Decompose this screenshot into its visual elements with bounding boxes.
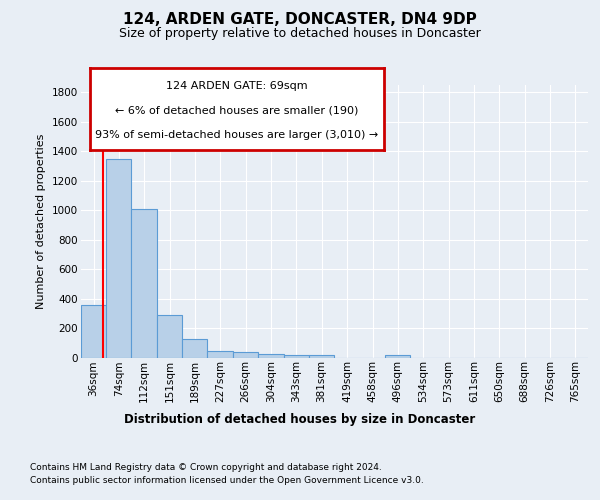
Text: Contains HM Land Registry data © Crown copyright and database right 2024.: Contains HM Land Registry data © Crown c… [30,462,382,471]
Y-axis label: Number of detached properties: Number of detached properties [37,134,46,309]
Text: Contains public sector information licensed under the Open Government Licence v3: Contains public sector information licen… [30,476,424,485]
Bar [385,354,410,358]
Bar [258,354,284,358]
Bar [182,339,207,357]
Bar [207,352,233,358]
Text: Distribution of detached houses by size in Doncaster: Distribution of detached houses by size … [124,412,476,426]
Text: Size of property relative to detached houses in Doncaster: Size of property relative to detached ho… [119,28,481,40]
Text: 124, ARDEN GATE, DONCASTER, DN4 9DP: 124, ARDEN GATE, DONCASTER, DN4 9DP [123,12,477,28]
Text: 93% of semi-detached houses are larger (3,010) →: 93% of semi-detached houses are larger (… [95,130,379,140]
Bar [309,355,334,358]
Bar [157,315,182,358]
Text: 124 ARDEN GATE: 69sqm: 124 ARDEN GATE: 69sqm [166,80,308,90]
Bar [106,158,131,358]
Bar [284,354,309,358]
Bar [233,352,258,358]
Bar [131,208,157,358]
Text: ← 6% of detached houses are smaller (190): ← 6% of detached houses are smaller (190… [115,106,359,116]
Bar [81,305,106,358]
